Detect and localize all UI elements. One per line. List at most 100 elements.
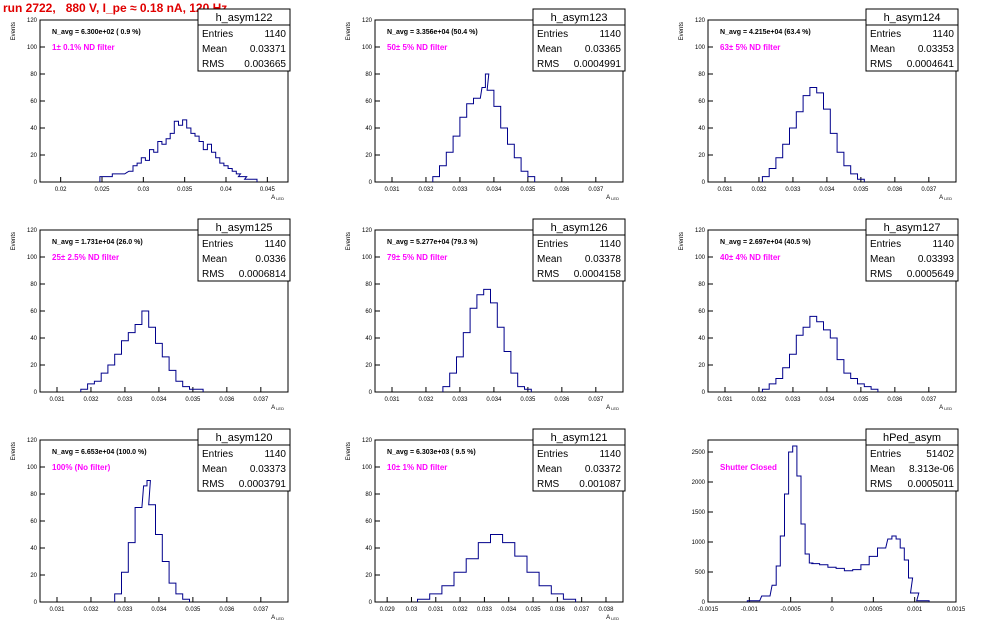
mean-value: 0.03393 xyxy=(918,254,955,265)
y-tick-label: 60 xyxy=(365,99,372,105)
y-tick-label: 40 xyxy=(30,546,37,552)
y-tick-label: 100 xyxy=(27,255,38,261)
histogram-panel-h_asym125: 0 20 40 60 80 100 120 0.031 0.032 0.033 0.034 0.035… xyxy=(11,218,291,411)
stats-title: h_asym120 xyxy=(216,432,273,444)
y-tick-label: 0 xyxy=(369,390,373,396)
histogram-line xyxy=(114,480,190,602)
entries-value: 1140 xyxy=(599,449,621,460)
y-tick-label: 0 xyxy=(34,180,38,186)
histogram-line xyxy=(99,119,258,182)
rms-label: RMS xyxy=(870,479,893,490)
histogram-panel-h_asym124: 0 20 40 60 80 100 120 0.031 0.032 0.033 0.034 0.035… xyxy=(679,8,959,201)
x-tick-label: 0.036 xyxy=(887,397,903,403)
x-tick-label: 0.032 xyxy=(418,187,434,193)
mean-label: Mean xyxy=(870,254,895,265)
filter-label: 100% (No filter) xyxy=(52,463,111,472)
y-tick-label: 120 xyxy=(27,228,38,234)
entries-value: 1140 xyxy=(599,239,621,250)
x-tick-label: 0.034 xyxy=(151,397,167,403)
mean-label: Mean xyxy=(202,254,227,265)
stats-box xyxy=(865,428,959,492)
rms-label: RMS xyxy=(202,479,225,490)
x-tick-label: 0.031 xyxy=(384,187,400,193)
histogram-panel-h_asym126: 0 20 40 60 80 100 120 0.031 0.032 0.033 0.034 0.035… xyxy=(346,218,626,411)
x-tick-label: 0.032 xyxy=(751,187,767,193)
y-tick-label: 40 xyxy=(698,336,705,342)
y-tick-label: 120 xyxy=(27,438,38,444)
x-tick-label: 0.032 xyxy=(418,397,434,403)
x-tick-label: 0.032 xyxy=(83,607,99,613)
entries-label: Entries xyxy=(537,29,568,40)
histogram-panel-h_asym127: 0 20 40 60 80 100 120 0.031 0.032 0.033 0.034 0.035… xyxy=(679,218,959,411)
filter-label: Shutter Closed xyxy=(720,463,777,472)
x-tick-label: 0.033 xyxy=(117,607,133,613)
n-avg-label: N_avg = 5.277e+04 (79.3 %) xyxy=(387,239,478,246)
x-axis-label: A LED xyxy=(606,195,619,201)
stats-title: h_asym123 xyxy=(551,12,608,24)
x-tick-label: 0.033 xyxy=(117,397,133,403)
histogram-line xyxy=(80,310,204,392)
rms-value: 0.003665 xyxy=(244,59,286,70)
x-tick-label: 0.035 xyxy=(853,187,869,193)
y-tick-label: 0 xyxy=(34,600,38,606)
x-tick-label: 0.034 xyxy=(819,397,835,403)
histogram-line xyxy=(442,288,532,392)
x-tick-label: 0.031 xyxy=(49,607,65,613)
entries-value: 1140 xyxy=(599,29,621,40)
mean-label: Mean xyxy=(537,464,562,475)
y-tick-label: 80 xyxy=(30,72,37,78)
y-tick-label: 60 xyxy=(365,309,372,315)
y-tick-label: 120 xyxy=(362,18,373,24)
mean-value: 0.03372 xyxy=(585,464,622,475)
histogram-panel-h_asym123: 0 20 40 60 80 100 120 0.031 0.032 0.033 0.034 0.035… xyxy=(346,8,626,201)
entries-value: 1140 xyxy=(264,29,286,40)
x-tick-label: 0.031 xyxy=(428,607,444,613)
x-axis-label: A LED xyxy=(939,195,952,201)
y-tick-label: 20 xyxy=(30,363,37,369)
mean-value: 0.03378 xyxy=(585,254,622,265)
x-tick-label: 0.035 xyxy=(185,607,201,613)
x-tick-label: 0.037 xyxy=(574,607,590,613)
entries-value: 1140 xyxy=(932,29,954,40)
x-tick-label: 0.036 xyxy=(219,397,235,403)
x-tick-label: 0.038 xyxy=(598,607,614,613)
y-axis-label: Events xyxy=(11,232,17,250)
y-tick-label: 80 xyxy=(30,282,37,288)
x-tick-label: 0.031 xyxy=(384,397,400,403)
rms-label: RMS xyxy=(537,59,560,70)
x-axis-label: A LED xyxy=(606,615,619,621)
x-tick-label: 0.034 xyxy=(151,607,167,613)
x-tick-label: 0.034 xyxy=(486,397,502,403)
rms-label: RMS xyxy=(870,59,893,70)
x-tick-label: 0.037 xyxy=(921,187,937,193)
y-tick-label: 80 xyxy=(698,282,705,288)
entries-label: Entries xyxy=(537,449,568,460)
x-tick-label: 0.036 xyxy=(554,187,570,193)
n-avg-label: N_avg = 2.697e+04 (40.5 %) xyxy=(720,239,811,246)
y-tick-label: 120 xyxy=(362,438,373,444)
y-axis-label: Events xyxy=(346,442,352,460)
x-tick-label: 0.045 xyxy=(260,187,276,193)
x-tick-label: 0.0015 xyxy=(947,607,966,613)
x-tick-label: 0.037 xyxy=(253,397,269,403)
x-tick-label: 0.03 xyxy=(137,187,149,193)
x-tick-label: 0.031 xyxy=(717,397,733,403)
x-tick-label: 0.037 xyxy=(588,397,604,403)
x-axis-label: A LED xyxy=(271,195,284,201)
entries-label: Entries xyxy=(202,29,233,40)
x-tick-label: 0.04 xyxy=(220,187,232,193)
histogram-panel-h_asym121: 0 20 40 60 80 100 120 0.029 0.03 0.031 0.032 0.033 0… xyxy=(346,428,626,621)
entries-label: Entries xyxy=(537,239,568,250)
filter-label: 79± 5% ND filter xyxy=(387,253,447,262)
x-tick-label: 0.031 xyxy=(717,187,733,193)
rms-label: RMS xyxy=(537,269,560,280)
entries-value: 1140 xyxy=(264,449,286,460)
x-tick-label: 0.036 xyxy=(554,397,570,403)
x-tick-label: 0.032 xyxy=(453,607,469,613)
y-tick-label: 60 xyxy=(30,99,37,105)
stats-box xyxy=(865,218,959,282)
y-axis-label: Events xyxy=(679,232,685,250)
y-tick-label: 100 xyxy=(362,45,373,51)
y-tick-label: 20 xyxy=(365,363,372,369)
x-tick-label: 0.034 xyxy=(501,607,517,613)
